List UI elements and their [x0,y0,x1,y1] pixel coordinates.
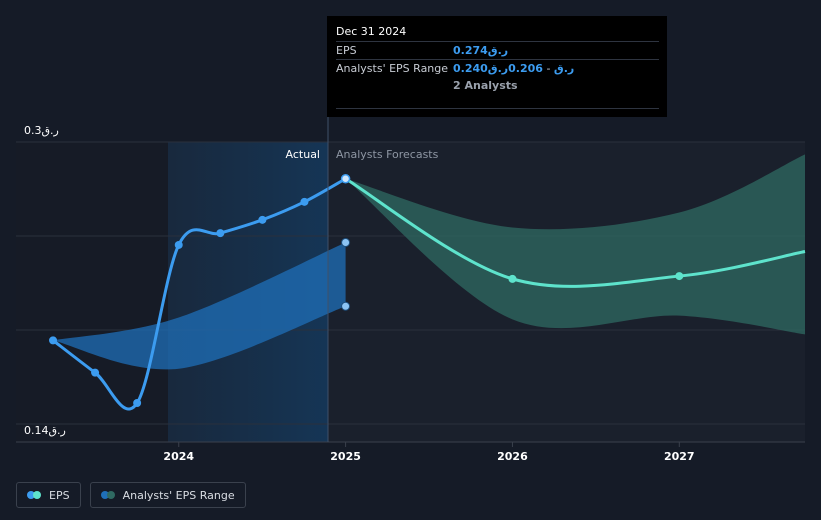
y-tick-label: 0.14ر.ق [24,424,66,437]
eps-point [300,197,309,206]
eps-point [216,229,225,238]
tooltip: Dec 31 2024 EPS 0.274ر.ق Analysts' EPS R… [327,16,667,117]
tooltip-analysts-count: 2 Analysts [453,79,518,92]
legend-range-label: Analysts' EPS Range [122,488,235,502]
tooltip-range-row: Analysts' EPS Range 0.240ر.ق - 0.206ر.ق [336,59,659,77]
eps-point [258,215,267,224]
x-tick-label: 2027 [664,450,695,463]
x-tick-label: 2024 [163,450,194,463]
legend: EPS Analysts' EPS Range [16,482,246,508]
range-band [345,154,805,335]
legend-analysts-range[interactable]: Analysts' EPS Range [89,482,246,508]
eps-point [49,336,58,345]
x-tick-label: 2025 [330,450,361,463]
tooltip-range-separator: - [542,62,554,75]
tooltip-range-value: 0.240ر.ق - 0.206ر.ق [453,60,574,77]
series-line [344,177,806,288]
tooltip-range-high: 0.206ر.ق [487,62,543,75]
tooltip-eps-label: EPS [336,44,357,57]
range-point [341,301,351,311]
eps-point [91,368,100,377]
y-tick-label: 0.3ر.ق [24,124,59,137]
legend-eps[interactable]: EPS [16,482,81,508]
eps-point [133,399,142,407]
tooltip-range-label: Analysts' EPS Range [336,62,449,75]
tooltip-date: Dec 31 2024 [336,25,407,38]
range-swatch-icon [100,491,115,499]
forecast-point [675,272,684,281]
tooltip-divider [336,108,659,109]
legend-eps-label: EPS [49,488,70,502]
range-band [53,242,346,370]
x-tick-label: 2026 [497,450,528,463]
tooltip-range-low: 0.240ر.ق [453,62,575,75]
series-line [52,177,347,411]
past-background [16,142,168,442]
tooltip-analysts-row: 2 Analysts [336,77,659,94]
forecast-label: Analysts Forecasts [336,148,439,161]
eps-swatch-icon [27,491,41,499]
eps-point [174,240,183,249]
actual-label: Actual [286,148,320,161]
eps-point [340,174,351,184]
forecast-point [508,274,517,283]
tooltip-eps-row: EPS 0.274ر.ق [336,41,659,59]
range-point [341,238,351,247]
tooltip-eps-value: 0.274ر.ق [453,44,509,57]
